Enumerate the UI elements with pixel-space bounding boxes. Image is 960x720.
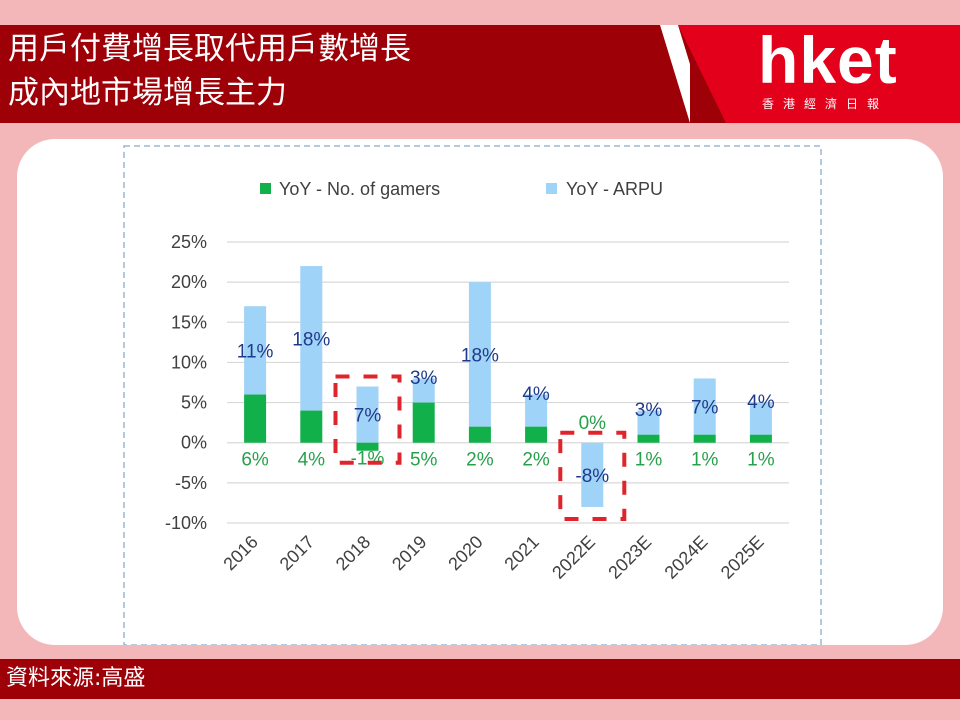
x-tick-label: 2017 [276, 532, 318, 574]
chart-card: YoY - No. of gamers YoY - ARPU 25% 20% 15%… [17, 139, 943, 645]
bar-gamers [468, 426, 491, 443]
x-tick-label: 2018 [332, 532, 374, 574]
legend-label-gamers: YoY - No. of gamers [279, 179, 440, 199]
bar-arpu [525, 394, 548, 427]
bar-arpu [300, 266, 323, 411]
data-labels: 11% 6% 18% 4% 7% -1% 3% 5% 18% 2% 4% 2% -8% 0% 3% 1% 7% 1… [237, 329, 775, 486]
x-tick-label: 2023E [604, 532, 655, 583]
bar-arpu [581, 442, 604, 507]
y-tick-label: -5% [175, 473, 207, 493]
chart-frame [123, 145, 822, 645]
bar-gamers [356, 442, 379, 451]
data-label-gamers: 2% [522, 450, 550, 471]
data-label-arpu: 4% [522, 384, 550, 405]
data-label-gamers: 1% [635, 450, 663, 471]
y-tick-label: -10% [165, 513, 207, 533]
data-label-gamers: 4% [298, 450, 326, 471]
hket-logo: hket [758, 23, 898, 97]
x-tick-label: 2021 [500, 532, 542, 574]
y-tick-label: 0% [181, 433, 207, 453]
highlight-box [558, 430, 627, 521]
data-label-gamers: 5% [410, 450, 438, 471]
logo-panel [678, 25, 960, 123]
bar-arpu [637, 410, 660, 435]
bars [244, 266, 772, 507]
data-label-gamers: 6% [241, 450, 269, 471]
data-label-arpu: 11% [237, 341, 274, 362]
data-label-arpu: 7% [354, 406, 382, 427]
legend-swatch-arpu [546, 183, 557, 194]
data-label-gamers: 1% [747, 450, 775, 471]
bar-gamers [412, 402, 435, 443]
legend-label-arpu: YoY - ARPU [566, 179, 663, 199]
y-tick-label: 20% [171, 272, 207, 292]
x-tick-label: 2019 [388, 532, 430, 574]
bar-gamers [749, 434, 772, 443]
data-label-gamers: 1% [691, 450, 719, 471]
bar-gamers [693, 434, 716, 443]
y-tick-label: 15% [171, 312, 207, 332]
bar-gamers [244, 394, 267, 443]
data-label-arpu: 18% [461, 345, 499, 366]
data-label-arpu: 3% [410, 368, 438, 389]
x-tick-label: 2016 [219, 532, 261, 574]
bar-arpu [468, 282, 491, 427]
x-tick-label: 2025E [717, 532, 768, 583]
page-title-line-1: 用戶付費增長取代用戶數增長 [8, 31, 411, 67]
highlight-boxes [333, 374, 627, 521]
highlight-box [333, 374, 402, 465]
hket-logo-subtitle: 香港經濟日報 [762, 97, 889, 111]
legend-swatch-gamers [260, 183, 271, 194]
bar-gamers [525, 426, 548, 443]
bar-arpu [749, 402, 772, 435]
bar-arpu [693, 378, 716, 435]
bar-gamers [300, 410, 323, 443]
bar-arpu [412, 378, 435, 403]
data-label-arpu: -8% [575, 466, 609, 487]
y-axis-ticks: 25% 20% 15% 10% 5% 0% -5% -10% [165, 232, 207, 533]
source-note: 資料來源:高盛 [6, 666, 146, 691]
bar-chart: YoY - No. of gamers YoY - ARPU 25% 20% 15%… [123, 145, 822, 645]
y-tick-label: 25% [171, 232, 207, 252]
x-tick-label: 2022E [548, 532, 599, 583]
y-tick-label: 10% [171, 352, 207, 372]
data-label-arpu: 3% [635, 400, 663, 421]
data-label-gamers: 2% [466, 450, 494, 471]
data-label-gamers: 0% [579, 413, 607, 434]
bar-arpu [244, 306, 267, 395]
bar-gamers [637, 434, 660, 443]
x-tick-label: 2020 [444, 532, 486, 574]
y-tick-label: 5% [181, 393, 207, 413]
data-label-arpu: 4% [747, 392, 775, 413]
x-tick-label: 2024E [661, 532, 712, 583]
data-label-gamers: -1% [351, 449, 385, 470]
data-label-arpu: 7% [691, 398, 719, 419]
x-axis-ticks: 2016 2017 2018 2019 2020 2021 2022E 2023E 2024E 2… [219, 532, 767, 583]
data-label-arpu: 18% [292, 329, 330, 350]
bar-arpu [356, 386, 379, 443]
page-title-line-2: 成內地市場增長主力 [8, 75, 287, 111]
legend: YoY - No. of gamers YoY - ARPU [260, 179, 663, 199]
source-bar: 資料來源:高盛 [0, 659, 960, 699]
